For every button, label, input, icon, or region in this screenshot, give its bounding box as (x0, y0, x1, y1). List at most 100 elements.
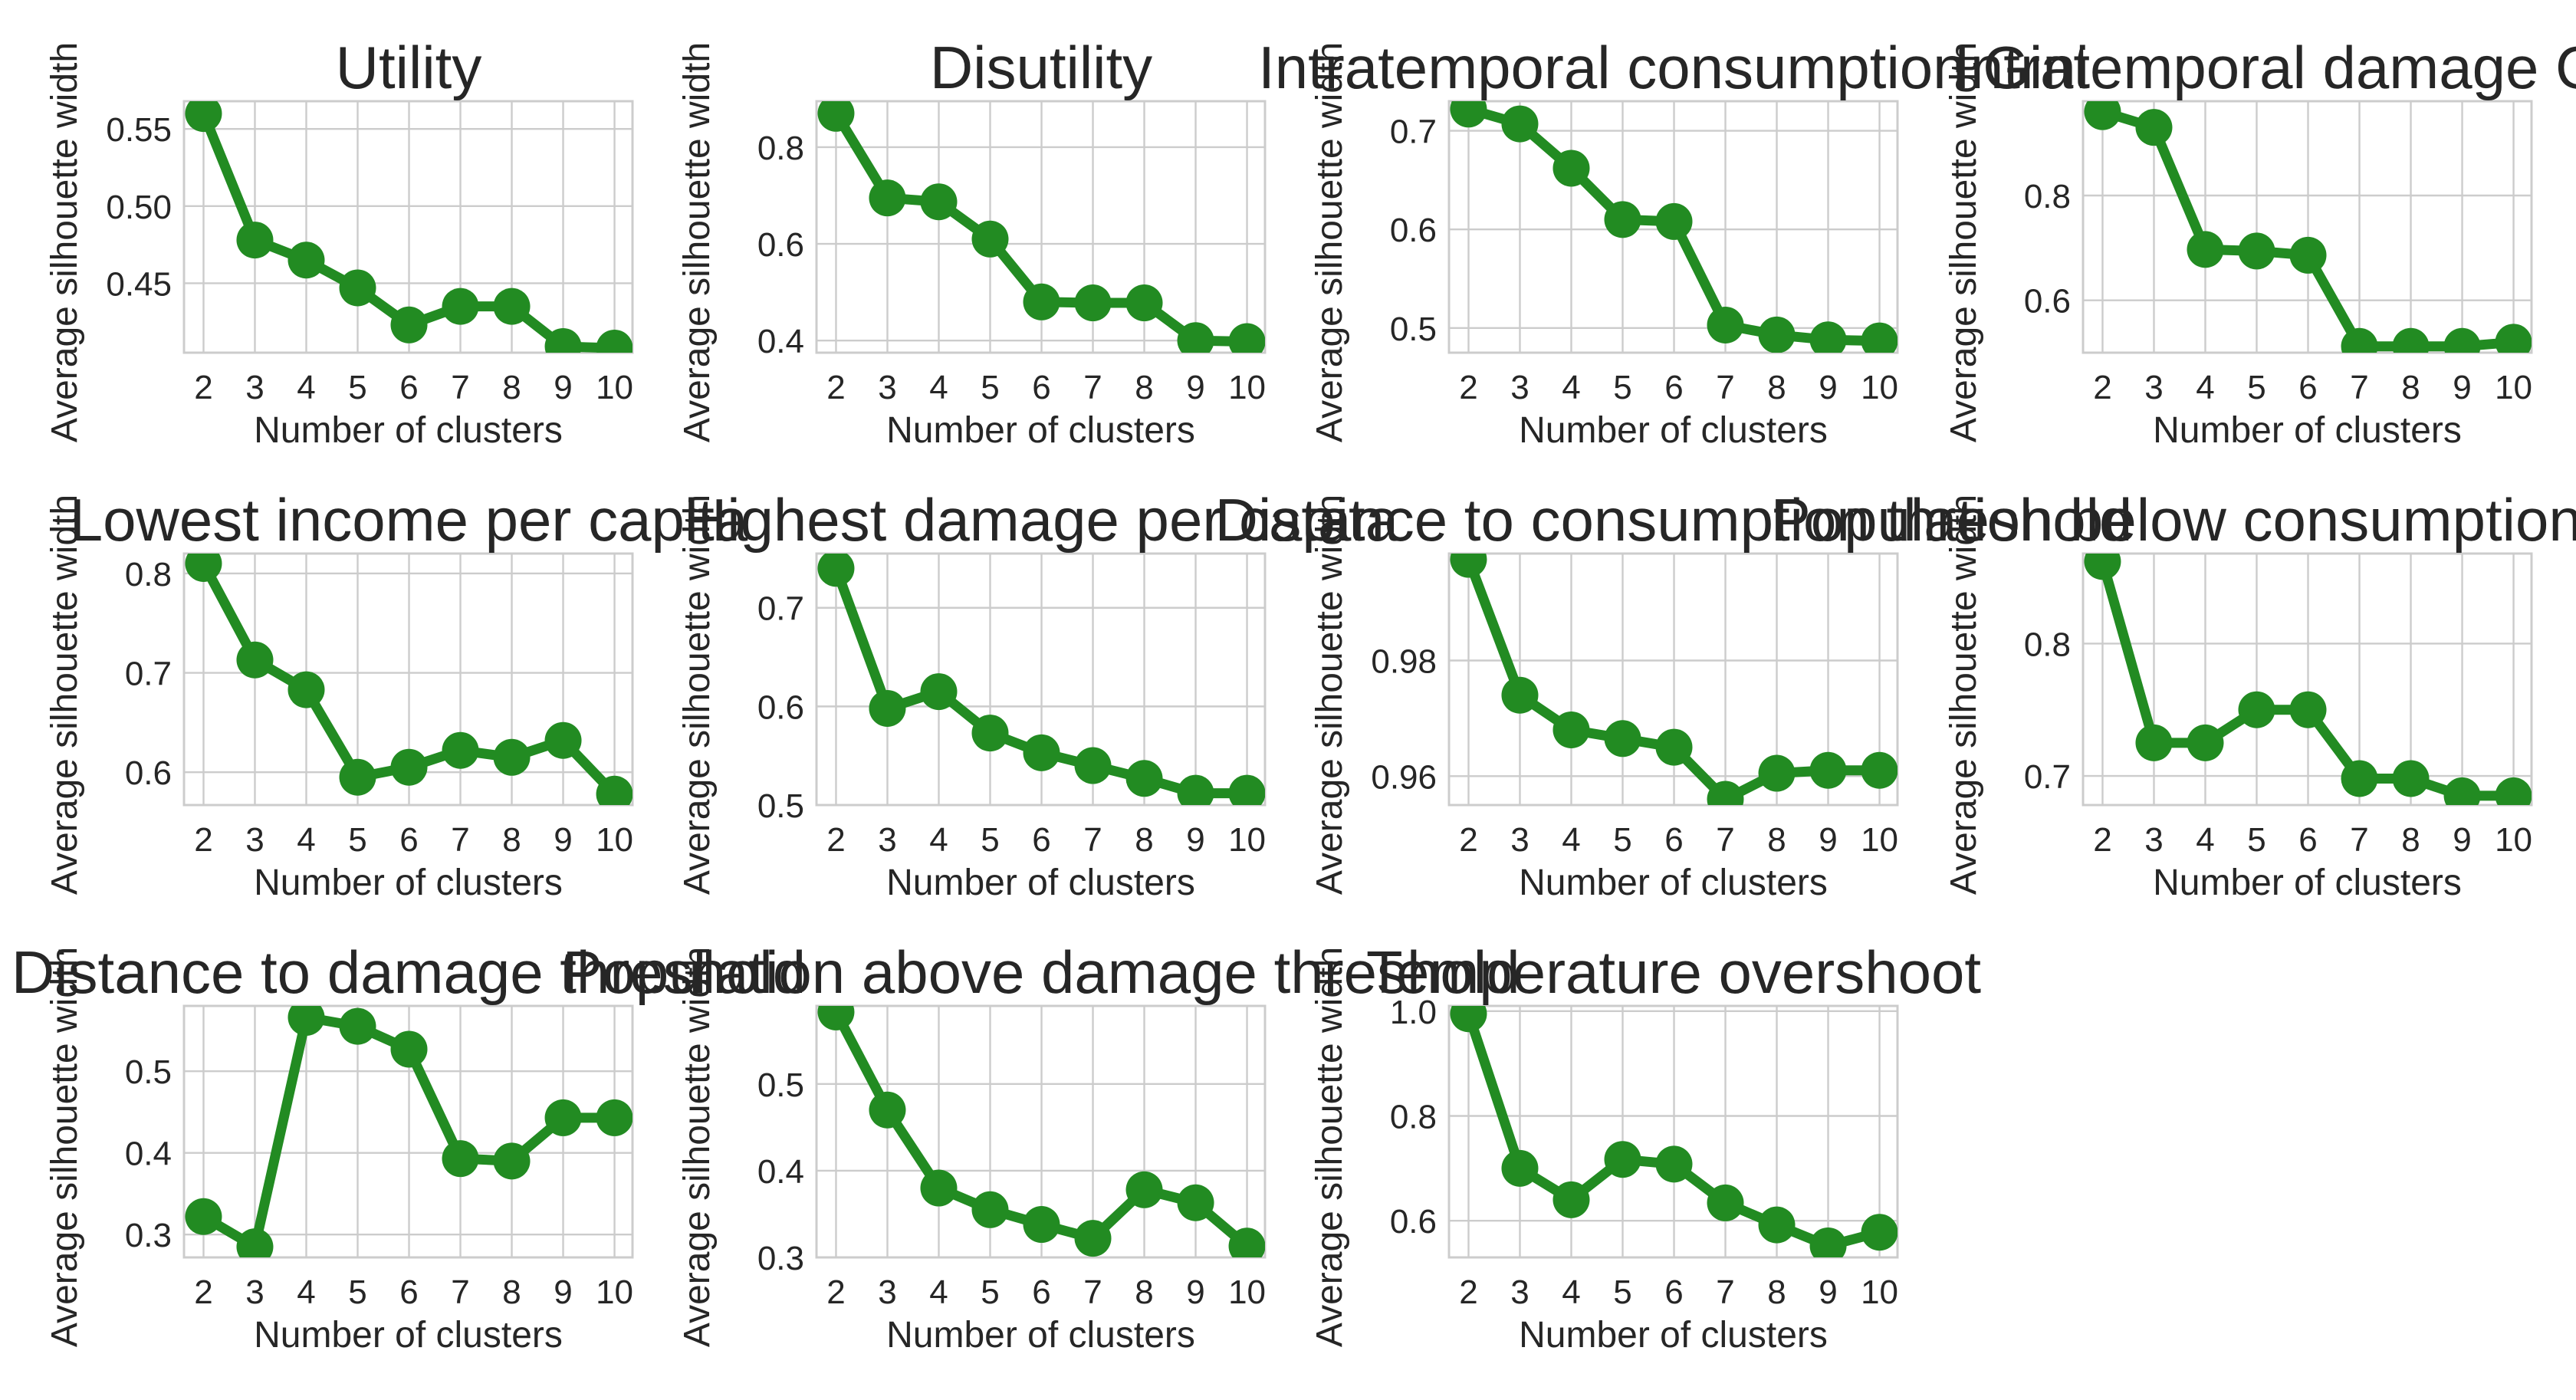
y-axis-label: Average silhouette width (1309, 947, 1350, 1347)
plot-frame (815, 1004, 1267, 1259)
y-tick-label: 0.8 (757, 130, 804, 167)
plot-frame (815, 100, 1267, 354)
data-point (2084, 101, 2121, 130)
data-point (339, 758, 376, 796)
x-tick-label: 9 (1819, 821, 1837, 859)
data-point (1228, 774, 1265, 805)
data-point (2187, 724, 2224, 761)
chart-title: Population above damage threshold (563, 938, 1520, 1006)
x-tick-label: 6 (1664, 369, 1683, 406)
chart-title: Distance to damage threshold (12, 938, 806, 1006)
x-tick-label: 2 (826, 1273, 845, 1311)
chart-panel-8: 2 3 4 5 6 7 8 9 10 0.7 0.8 Number of clusters Averag… (1944, 495, 2533, 903)
data-point (236, 222, 274, 259)
y-tick-label: 0.98 (1371, 642, 1437, 680)
data-point (1023, 283, 1060, 320)
data-point (1177, 774, 1214, 805)
data-point (1552, 150, 1590, 187)
data-point (288, 242, 325, 279)
x-tick-label: 6 (1664, 821, 1683, 859)
x-tick-label: 10 (2495, 369, 2532, 406)
data-point (288, 1006, 325, 1036)
data-point (1604, 720, 1641, 758)
chart-panel-5: 2 3 4 5 6 7 8 9 10 0.6 0.7 0.8 Number of clusters Ave… (44, 495, 634, 903)
x-tick-label: 8 (1135, 1273, 1153, 1311)
x-axis-label: Number of clusters (886, 410, 1195, 451)
data-point (1861, 322, 1898, 353)
x-tick-label: 8 (2401, 821, 2420, 859)
chart-title: Population below consumption threshold (1771, 486, 2576, 554)
data-point (1450, 101, 1487, 128)
y-tick-label: 0.50 (106, 189, 172, 226)
data-point (1707, 781, 1744, 805)
x-axis-label: Number of clusters (2153, 863, 2462, 903)
x-tick-label: 8 (502, 1273, 521, 1311)
y-tick-label: 0.45 (106, 265, 172, 303)
y-axis-label: Average silhouette width (44, 495, 85, 895)
data-point (390, 1030, 428, 1068)
data-point (596, 329, 632, 353)
x-tick-label: 2 (826, 369, 845, 406)
x-tick-label: 2 (1459, 369, 1477, 406)
y-axis-label: Average silhouette width (1944, 495, 1984, 895)
y-tick-label: 0.8 (2024, 178, 2071, 215)
x-tick-label: 10 (1228, 1273, 1266, 1311)
data-point (390, 748, 428, 786)
data-point (390, 306, 428, 343)
x-tick-label: 7 (2350, 369, 2368, 406)
y-axis-label: Average silhouette width (1309, 42, 1350, 442)
y-tick-label: 0.96 (1371, 758, 1437, 796)
chart-title: Intratemporal consumption Gini (1258, 34, 2089, 101)
data-point (2443, 327, 2481, 353)
data-point (1177, 1184, 1214, 1221)
y-axis-label: Average silhouette width (677, 495, 718, 895)
series-group (1450, 101, 1898, 353)
x-tick-label: 7 (1716, 1273, 1734, 1311)
series-group (817, 554, 1265, 805)
chart-panel-1: 2 3 4 5 6 7 8 9 10 0.45 0.50 0.55 Number of clusters… (44, 42, 634, 451)
data-point (1023, 734, 1060, 771)
x-tick-label: 6 (399, 821, 418, 859)
x-tick-label: 6 (2298, 821, 2317, 859)
x-tick-label: 2 (194, 821, 212, 859)
data-point (1604, 201, 1641, 238)
data-point (339, 1007, 376, 1045)
x-axis-label: Number of clusters (254, 1315, 563, 1356)
chart-titles: Utility Disutility Intratemporal consumpti… (12, 34, 2576, 1006)
x-tick-label: 8 (1767, 1273, 1786, 1311)
x-tick-label: 6 (399, 369, 418, 406)
series-group (185, 1006, 632, 1257)
x-tick-label: 5 (1613, 369, 1631, 406)
data-point (544, 327, 582, 353)
x-tick-label: 9 (1186, 821, 1204, 859)
plot-frame (1447, 1004, 1899, 1259)
x-tick-label: 5 (348, 821, 366, 859)
data-point (2341, 327, 2378, 353)
data-point (1023, 1206, 1060, 1244)
series-group (817, 1006, 1265, 1257)
chart-panel-11: 2 3 4 5 6 7 8 9 10 0.6 0.8 1.0 Number of clusters Ave… (1309, 947, 1899, 1356)
x-tick-label: 9 (554, 1273, 572, 1311)
x-tick-label: 4 (2196, 369, 2214, 406)
x-tick-label: 2 (194, 369, 212, 406)
x-tick-label: 9 (1819, 369, 1837, 406)
series-group (185, 554, 632, 805)
data-point (1758, 754, 1796, 792)
y-tick-label: 0.4 (757, 1153, 804, 1191)
y-tick-label: 0.5 (125, 1053, 172, 1091)
chart-panel-6: 2 3 4 5 6 7 8 9 10 0.5 0.6 0.7 Number of clusters Ave… (677, 495, 1267, 903)
x-tick-label: 3 (878, 1273, 896, 1311)
y-tick-label: 0.8 (1390, 1099, 1437, 1136)
data-point (288, 671, 325, 708)
y-tick-label: 0.3 (757, 1240, 804, 1277)
x-tick-label: 7 (2350, 821, 2368, 859)
x-tick-label: 2 (2093, 821, 2111, 859)
x-tick-label: 10 (1228, 821, 1266, 859)
data-point (1552, 1181, 1590, 1218)
data-point (1450, 1006, 1487, 1033)
x-tick-label: 4 (1562, 369, 1580, 406)
y-tick-label: 0.6 (757, 688, 804, 726)
data-point (1758, 316, 1796, 353)
x-tick-label: 6 (1664, 1273, 1683, 1311)
chart-title: Lowest income per capita (70, 486, 748, 554)
